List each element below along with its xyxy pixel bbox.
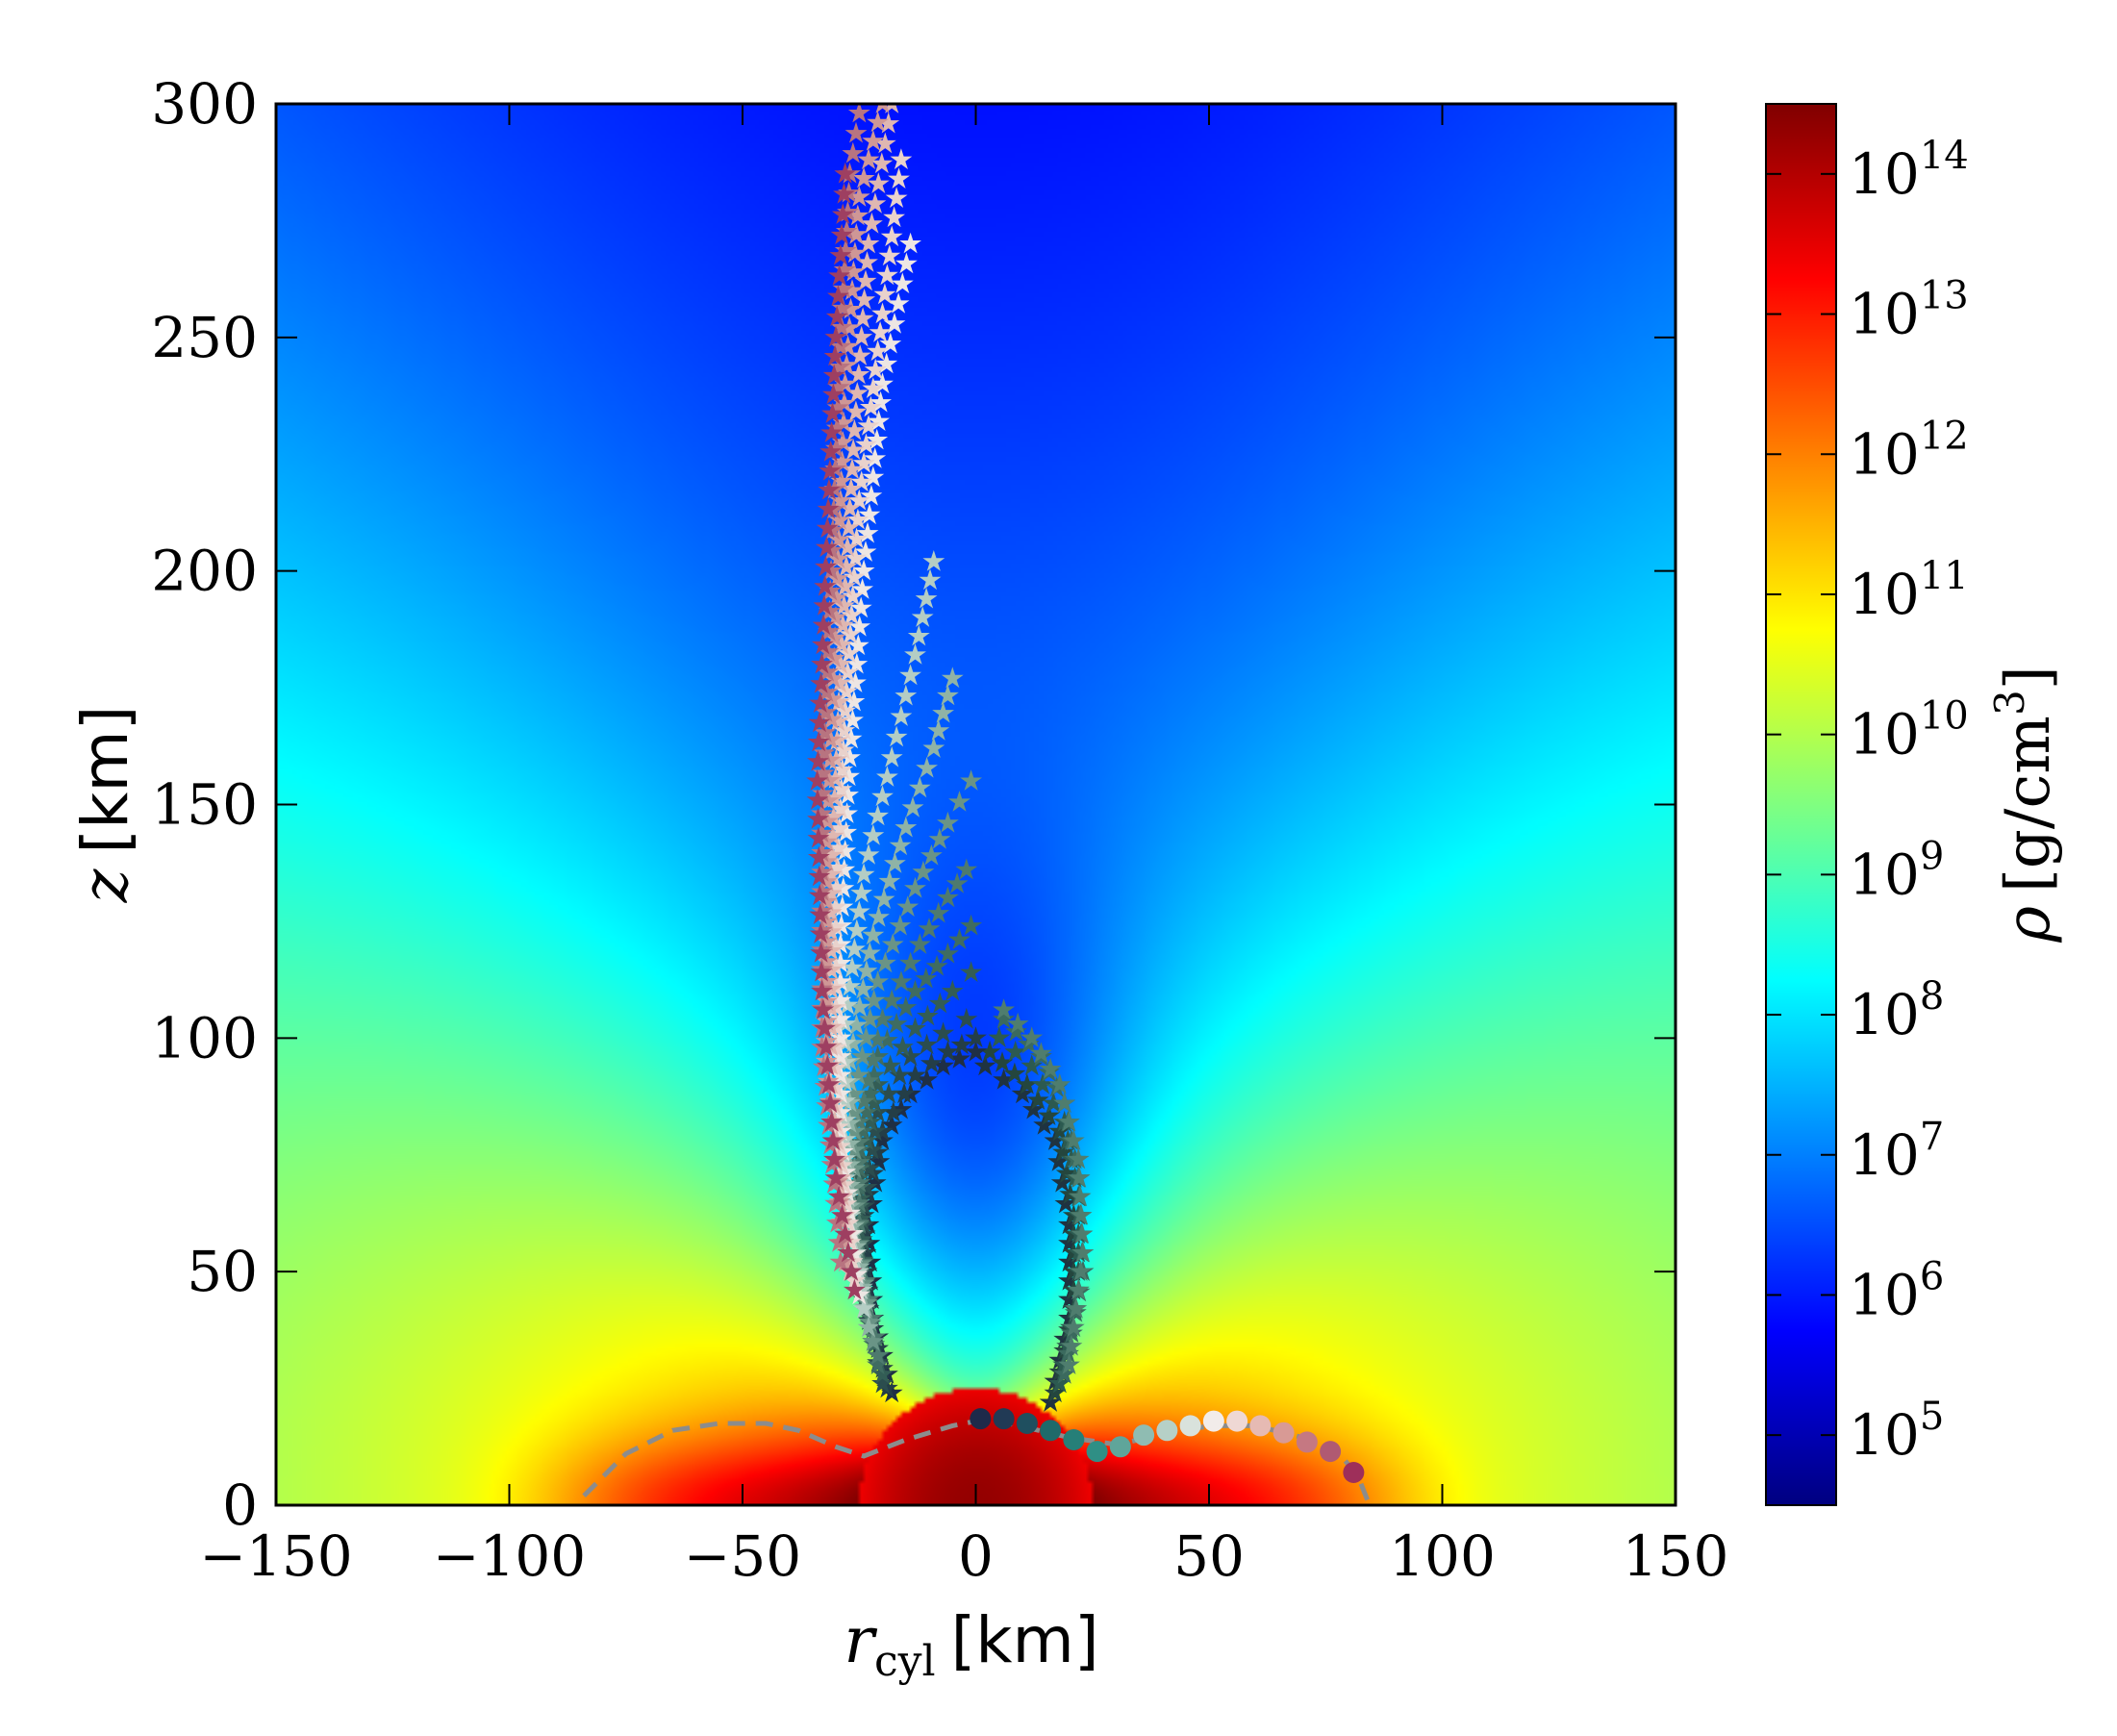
tracer-start-marker bbox=[1249, 1415, 1272, 1437]
colorbar-label-exponent: 3 bbox=[1986, 690, 2033, 716]
y-tick-label: 150 bbox=[151, 772, 258, 838]
colorbar-tick-label: 109 bbox=[1849, 834, 1944, 907]
y-tick-label: 200 bbox=[151, 539, 258, 604]
x-tick-label: 50 bbox=[1173, 1523, 1245, 1589]
tracer-start-marker bbox=[1202, 1410, 1224, 1432]
y-tick-label: 0 bbox=[222, 1472, 258, 1538]
colorbar-label-symbol: ρ bbox=[1993, 906, 2064, 943]
y-tick-label: 100 bbox=[151, 1005, 258, 1070]
colorbar-tick-label: 1012 bbox=[1849, 414, 1969, 487]
tracer-start-marker bbox=[1040, 1420, 1062, 1442]
colorbar-tick-label: 106 bbox=[1849, 1254, 1944, 1327]
colorbar-label-unit: [g/cm bbox=[1993, 716, 2064, 893]
y-axis-label-unit: [km] bbox=[68, 706, 142, 854]
x-tick-label: −100 bbox=[433, 1523, 586, 1589]
colorbar: 105 106 107 108 109 1010 1011 1012 1013 1014 ρ [g/… bbox=[1765, 103, 2064, 1506]
colorbar-tick-label: 107 bbox=[1849, 1115, 1944, 1188]
tracer-start-marker bbox=[1320, 1441, 1342, 1463]
colorbar-label: ρ [g/cm3] bbox=[1986, 666, 2064, 943]
tracer-start-marker bbox=[1156, 1420, 1178, 1442]
y-tick-label: 300 bbox=[151, 71, 258, 137]
x-axis: −150 −100 −50 0 50 100 150 bbox=[199, 104, 1728, 1589]
y-axis-label: z [km] bbox=[68, 706, 142, 904]
tracer-start-marker bbox=[1226, 1410, 1248, 1432]
tracer-start-marker bbox=[1063, 1429, 1085, 1451]
colorbar-gradient bbox=[1766, 104, 1836, 1505]
colorbar-tick-label: 105 bbox=[1849, 1395, 1944, 1468]
colorbar-tick-label: 1014 bbox=[1849, 134, 1969, 207]
x-axis-label-unit: [km] bbox=[951, 1603, 1099, 1677]
tracer-start-marker bbox=[1109, 1436, 1131, 1458]
y-tick-label: 50 bbox=[187, 1239, 258, 1304]
colorbar-tick-label: 1013 bbox=[1849, 274, 1969, 347]
x-tick-label: −150 bbox=[199, 1523, 352, 1589]
x-tick-label: 100 bbox=[1389, 1523, 1496, 1589]
colorbar-ticks: 105 106 107 108 109 1010 1011 1012 1013 1014 bbox=[1766, 134, 1969, 1468]
tracer-start-marker bbox=[993, 1408, 1015, 1430]
y-axis: 0 50 100 150 200 250 300 bbox=[151, 71, 1676, 1538]
tracer-start-marker bbox=[1343, 1462, 1365, 1484]
tracer-start-points bbox=[970, 1408, 1365, 1484]
colorbar-tick-label: 1010 bbox=[1849, 694, 1969, 767]
x-axis-label-symbol: r bbox=[844, 1603, 877, 1677]
x-tick-label: 0 bbox=[958, 1523, 994, 1589]
density-heatmap bbox=[276, 104, 1676, 1505]
colorbar-tick-label: 108 bbox=[1849, 974, 1944, 1047]
colorbar-label-close: ] bbox=[1993, 666, 2064, 690]
tracer-start-marker bbox=[970, 1408, 992, 1430]
colorbar-frame bbox=[1765, 103, 1837, 1506]
plot-area: −150 −100 −50 0 50 100 150 050100150200250300 … bbox=[68, 71, 1728, 1686]
x-tick-label: 150 bbox=[1623, 1523, 1729, 1589]
y-axis-label-symbol: z bbox=[68, 868, 142, 903]
x-tick-label: −50 bbox=[684, 1523, 801, 1589]
x-axis-label-subscript: cyl bbox=[874, 1637, 936, 1686]
tracer-start-marker bbox=[1296, 1431, 1318, 1453]
tracer-start-marker bbox=[1133, 1424, 1155, 1447]
x-axis-label: rcyl [km] bbox=[844, 1603, 1098, 1686]
tracer-start-marker bbox=[1179, 1415, 1201, 1437]
y-tick-label: 250 bbox=[151, 305, 258, 370]
tracer-start-marker bbox=[1086, 1441, 1108, 1463]
tracer-start-marker bbox=[1273, 1422, 1295, 1444]
colorbar-tick-label: 1011 bbox=[1849, 554, 1969, 627]
tracer-start-marker bbox=[1016, 1413, 1038, 1435]
